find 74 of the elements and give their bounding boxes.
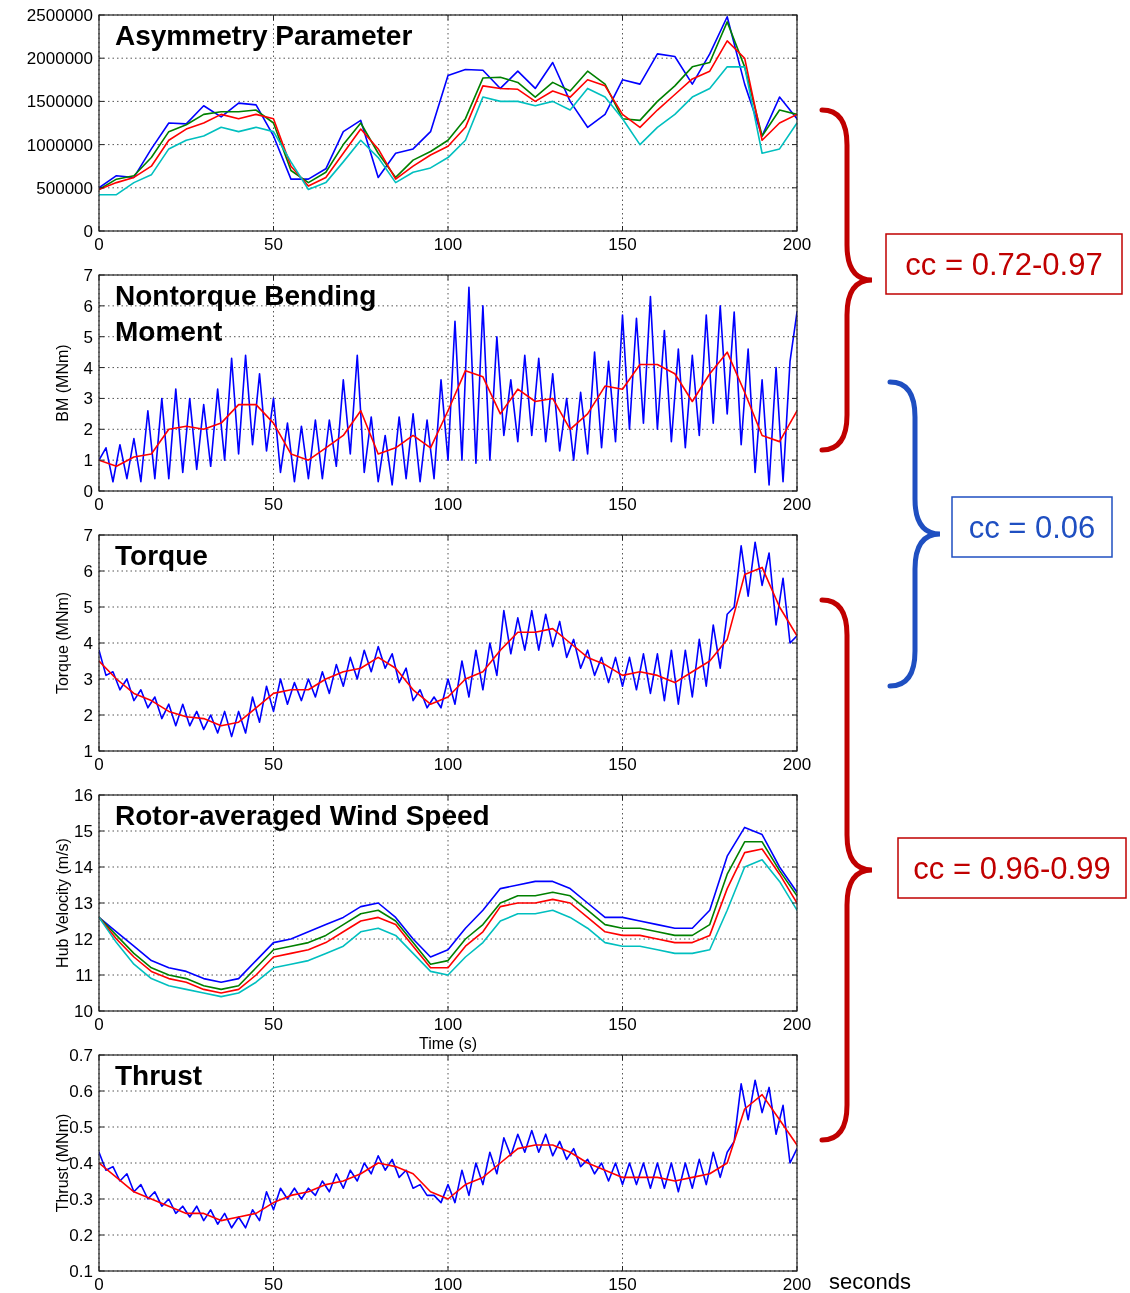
y-tick-label: 7 (83, 526, 93, 545)
y-tick-label: 15 (74, 822, 93, 841)
x-tick-label: 50 (264, 235, 283, 254)
y-tick-label: 16 (74, 786, 93, 805)
x-tick-label: 50 (264, 755, 283, 774)
y-tick-label: 0.2 (69, 1226, 93, 1245)
y-tick-label: 3 (83, 389, 93, 409)
x-tick-label: 150 (608, 1015, 637, 1034)
text: cc = 0.06 (968, 510, 1096, 545)
x-tick-label: 200 (782, 1275, 812, 1293)
y-tick-label: 0 (83, 482, 93, 501)
x-tick-label: 150 (608, 1275, 637, 1293)
y-tick-label: 0.7 (69, 1046, 93, 1065)
line-series (99, 286, 797, 486)
x-tick-label: 0 (94, 1275, 104, 1293)
y-tick-label: 0.4 (69, 1154, 93, 1173)
y-tick-label: 3 (83, 670, 93, 689)
x-tick-label: 50 (264, 495, 283, 514)
text: cc = 0.96-0.99 (913, 851, 1111, 886)
y-tick-label: 4 (83, 634, 93, 653)
y-tick-label: 2500000 (26, 6, 93, 25)
x-tick-label: 150 (608, 495, 637, 514)
x-tick-label: 50 (264, 1275, 283, 1293)
text: Nontorque Bending Moment (115, 280, 377, 347)
y-tick-label: 12 (74, 930, 93, 949)
y-tick-label: 0.3 (69, 1190, 93, 1209)
x-tick-label: 100 (433, 755, 463, 774)
y-tick-label: 11 (75, 966, 93, 985)
y-tick-label: 1 (83, 451, 93, 471)
y-tick-label: 500000 (36, 178, 93, 198)
y-tick-label: 2000000 (26, 49, 93, 69)
x-tick-label: 200 (782, 235, 812, 254)
y-tick-label: 1500000 (26, 92, 93, 112)
x-tick-label: 200 (782, 495, 812, 514)
y-axis-title: Torque (MNm) (54, 591, 71, 695)
x-tick-label: 200 (782, 755, 812, 774)
x-tick-label: 100 (433, 1275, 463, 1293)
line-series (99, 351, 797, 468)
x-axis-title: Time (s) (418, 1035, 478, 1052)
y-axis-title: Hub Velocity (m/s) (54, 838, 71, 968)
line-series (99, 541, 797, 738)
y-axis-title: BM (MNm) (54, 344, 71, 422)
y-tick-label: 6 (83, 562, 93, 581)
text: seconds (829, 1269, 911, 1293)
y-tick-label: 0.5 (69, 1118, 93, 1137)
y-tick-label: 13 (74, 894, 93, 913)
y-tick-label: 14 (74, 858, 93, 877)
y-tick-label: 2 (83, 420, 93, 440)
y-tick-label: 0.1 (69, 1262, 93, 1281)
y-tick-label: 1000000 (26, 135, 93, 155)
y-tick-label: 2 (83, 706, 93, 725)
y-tick-label: 0.6 (69, 1082, 93, 1101)
text: cc = 0.72-0.97 (905, 247, 1103, 282)
chart-title: Rotor-averaged Wind Speed (115, 800, 490, 831)
y-tick-label: 7 (83, 266, 93, 285)
x-tick-label: 100 (433, 495, 463, 514)
y-tick-label: 0 (83, 222, 93, 241)
y-tick-label: 5 (83, 327, 93, 347)
y-tick-label: 4 (83, 358, 93, 378)
x-tick-label: 150 (608, 755, 637, 774)
chart-title: Torque (115, 540, 208, 571)
x-tick-label: 100 (433, 235, 463, 254)
y-tick-label: 10 (74, 1002, 93, 1021)
x-tick-label: 50 (264, 1015, 283, 1034)
y-axis-title: Thrust (MNm) (54, 1113, 71, 1213)
chart-title: Thrust (115, 1060, 203, 1091)
x-tick-label: 150 (608, 235, 637, 254)
y-tick-label: 6 (83, 296, 93, 316)
y-tick-label: 1 (83, 742, 93, 761)
x-tick-label: 100 (433, 1015, 463, 1034)
line-series (99, 66, 797, 196)
chart-title: Asymmetry Parameter (115, 20, 413, 51)
x-tick-label: 200 (782, 1015, 812, 1034)
y-tick-label: 5 (83, 598, 93, 617)
